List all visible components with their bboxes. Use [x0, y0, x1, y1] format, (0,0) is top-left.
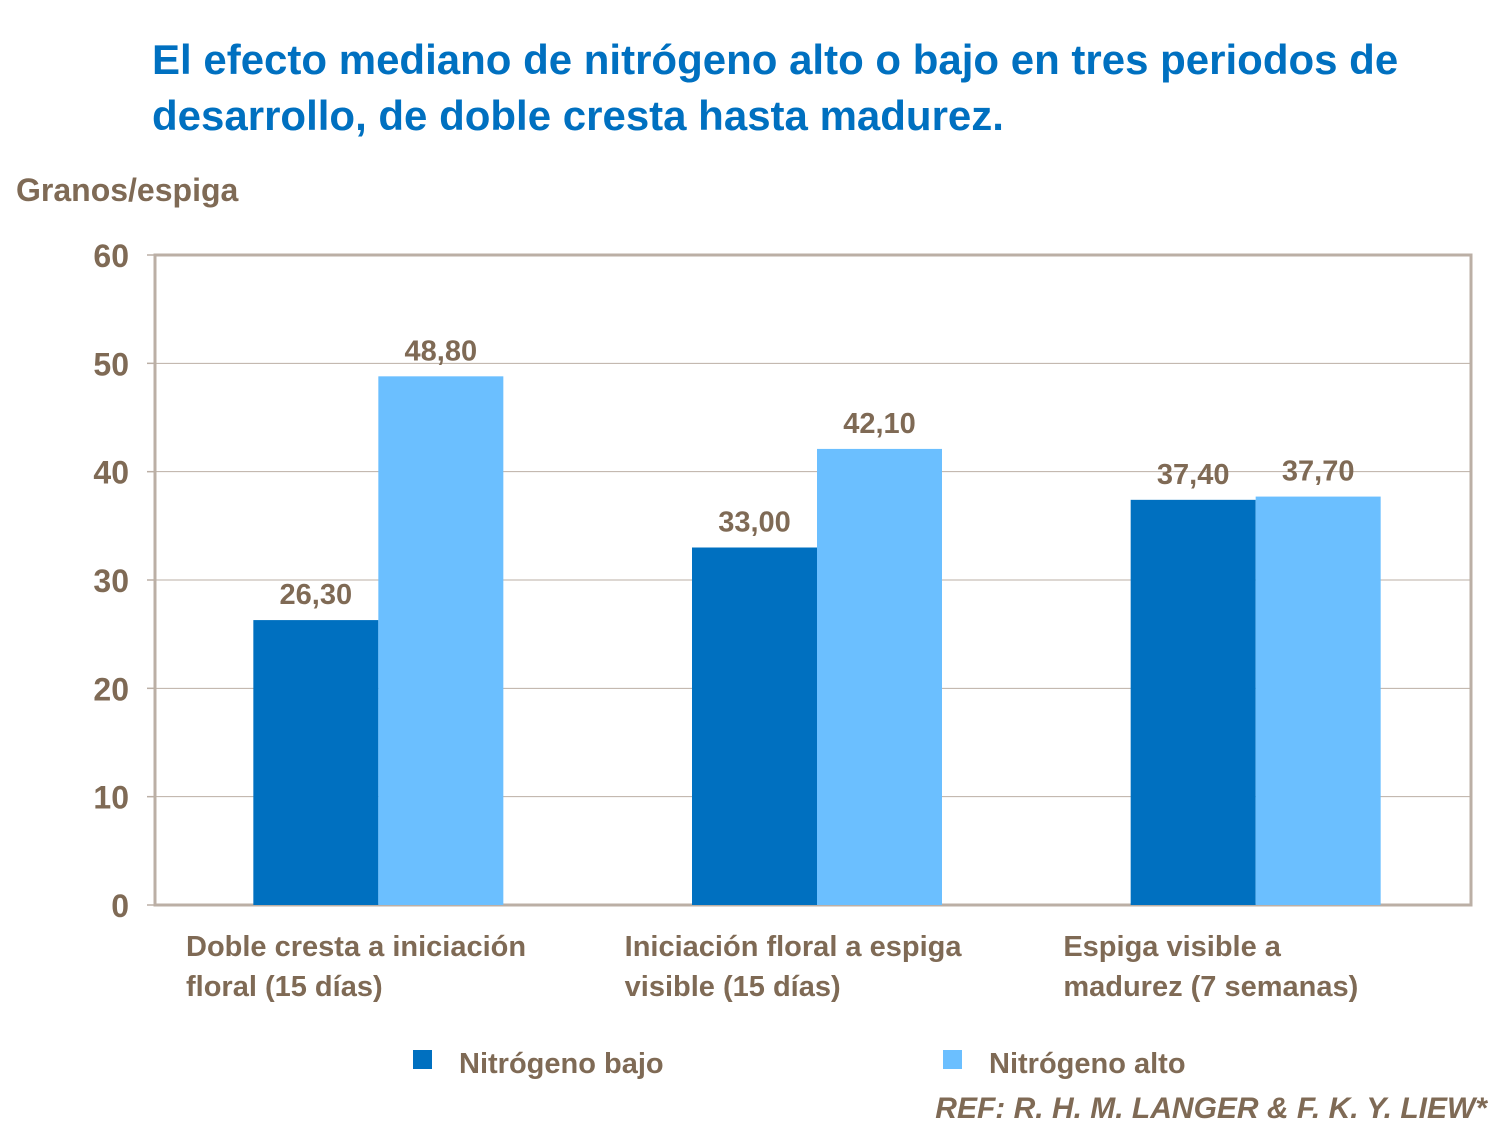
x-tick-label: madurez (7 semanas) [1063, 971, 1358, 1003]
chart-title: El efecto mediano de nitrógeno alto o ba… [152, 36, 1399, 139]
y-tick-label: 40 [93, 455, 129, 491]
bar [1130, 499, 1256, 905]
y-tick-label: 60 [93, 238, 129, 274]
data-label: 26,30 [280, 579, 353, 611]
y-tick-label: 50 [93, 346, 129, 382]
legend-label: Nitrógeno bajo [459, 1048, 664, 1080]
data-label: 42,10 [843, 408, 916, 440]
x-tick-label: Espiga visible a [1063, 931, 1281, 963]
bar [253, 620, 379, 905]
bar [817, 448, 942, 905]
y-tick-label: 20 [93, 671, 129, 707]
legend-swatch [413, 1050, 432, 1069]
bar [378, 376, 504, 905]
data-label: 37,70 [1282, 456, 1355, 488]
data-label: 33,00 [718, 507, 791, 539]
x-tick-label: Iniciación floral a espiga [625, 931, 963, 963]
bar [692, 547, 817, 905]
y-tick-label: 30 [93, 563, 129, 599]
y-axis-label: Granos/espiga [16, 172, 239, 208]
legend-swatch [943, 1050, 962, 1069]
bar [1255, 496, 1381, 905]
y-tick-label: 10 [93, 780, 129, 816]
x-tick-label: Doble cresta a iniciación [186, 931, 526, 963]
legend-label: Nitrógeno alto [989, 1048, 1186, 1080]
x-tick-label: floral (15 días) [186, 971, 383, 1003]
reference-note: REF: R. H. M. LANGER & F. K. Y. LIEW* [935, 1092, 1487, 1125]
data-label: 37,40 [1157, 459, 1230, 491]
y-tick-label: 0 [111, 888, 129, 924]
x-tick-label: visible (15 días) [625, 971, 841, 1003]
data-label: 48,80 [405, 335, 478, 367]
